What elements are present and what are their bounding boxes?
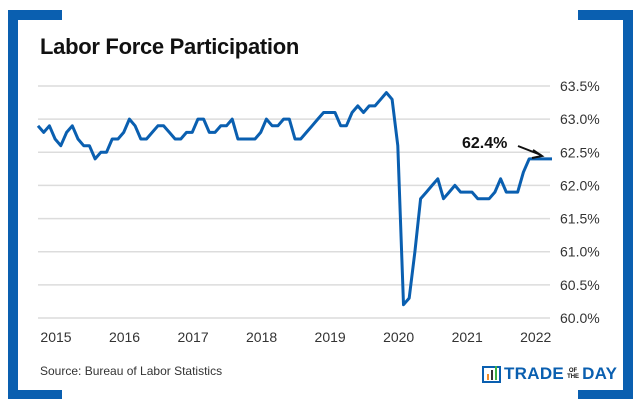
y-tick-label: 63.0% xyxy=(560,111,600,127)
frame-top-left xyxy=(8,10,62,20)
frame-top-right xyxy=(578,10,633,20)
frame-left-bar xyxy=(8,10,18,399)
x-tick-label: 2016 xyxy=(109,329,140,345)
x-tick-label: 2017 xyxy=(177,329,208,345)
source-note: Source: Bureau of Labor Statistics xyxy=(40,364,223,378)
y-tick-label: 61.0% xyxy=(560,244,600,260)
logo-text-trade: TRADE xyxy=(504,364,565,383)
y-tick-label: 61.5% xyxy=(560,211,600,227)
series-line xyxy=(36,91,552,307)
y-tick-label: 62.5% xyxy=(560,144,600,160)
y-tick-label: 62.0% xyxy=(560,177,600,193)
frame-right-bar xyxy=(623,10,633,399)
logo-text-of-the: OF THE xyxy=(567,368,580,380)
x-tick-label: 2018 xyxy=(246,329,277,345)
y-tick-label: 60.0% xyxy=(560,310,600,326)
x-tick-label: 2019 xyxy=(315,329,346,345)
x-tick-label: 2015 xyxy=(40,329,71,345)
chart-title: Labor Force Participation xyxy=(40,34,299,59)
bar-chart-logo-icon xyxy=(482,366,501,383)
frame-bottom-right xyxy=(578,390,633,399)
annotation-arrow xyxy=(517,145,545,159)
x-tick-label: 2021 xyxy=(452,329,483,345)
trade-of-the-day-logo: TRADE OF THE DAY xyxy=(482,364,617,384)
x-tick-label: 2022 xyxy=(520,329,551,345)
annotation-label: 62.4% xyxy=(462,135,507,152)
frame-bottom-left xyxy=(8,390,62,399)
y-tick-label: 60.5% xyxy=(560,277,600,293)
logo-text-day: DAY xyxy=(582,364,618,383)
y-tick-label: 63.5% xyxy=(560,78,600,94)
x-tick-label: 2020 xyxy=(383,329,414,345)
